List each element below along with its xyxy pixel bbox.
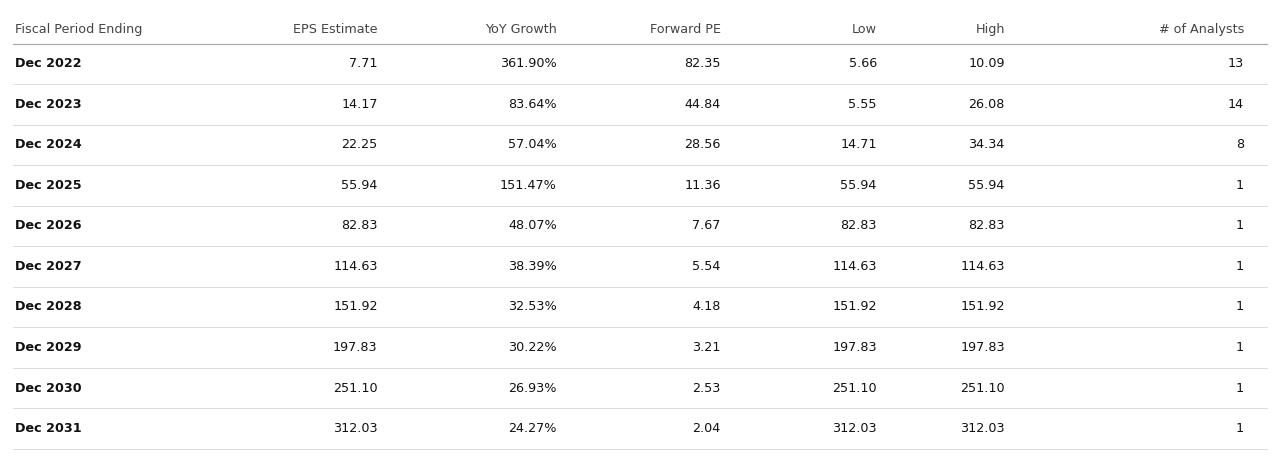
Text: 14.17: 14.17 <box>340 98 378 111</box>
Text: 1: 1 <box>1236 260 1244 273</box>
Text: 10.09: 10.09 <box>968 57 1005 70</box>
Text: 28.56: 28.56 <box>685 138 721 151</box>
Text: 151.92: 151.92 <box>960 300 1005 313</box>
Text: 2.04: 2.04 <box>692 422 721 435</box>
Text: 55.94: 55.94 <box>841 179 877 192</box>
Text: 197.83: 197.83 <box>832 341 877 354</box>
Text: Low: Low <box>851 23 877 36</box>
Text: Fiscal Period Ending: Fiscal Period Ending <box>15 23 143 36</box>
Text: Dec 2029: Dec 2029 <box>15 341 82 354</box>
Text: 1: 1 <box>1236 422 1244 435</box>
Text: 7.67: 7.67 <box>692 219 721 232</box>
Text: 14.71: 14.71 <box>840 138 877 151</box>
Text: 30.22%: 30.22% <box>508 341 557 354</box>
Text: 7.71: 7.71 <box>349 57 378 70</box>
Text: 14: 14 <box>1228 98 1244 111</box>
Text: 1: 1 <box>1236 219 1244 232</box>
Text: 151.47%: 151.47% <box>500 179 557 192</box>
Text: 55.94: 55.94 <box>969 179 1005 192</box>
Text: Dec 2030: Dec 2030 <box>15 382 82 394</box>
Text: 55.94: 55.94 <box>342 179 378 192</box>
Text: 44.84: 44.84 <box>685 98 721 111</box>
Text: 11.36: 11.36 <box>684 179 721 192</box>
Text: 1: 1 <box>1236 300 1244 313</box>
Text: 197.83: 197.83 <box>333 341 378 354</box>
Text: Forward PE: Forward PE <box>650 23 721 36</box>
Text: 82.83: 82.83 <box>968 219 1005 232</box>
Text: 114.63: 114.63 <box>960 260 1005 273</box>
Text: 82.83: 82.83 <box>340 219 378 232</box>
Text: 114.63: 114.63 <box>832 260 877 273</box>
Text: 82.83: 82.83 <box>840 219 877 232</box>
Text: 5.55: 5.55 <box>849 98 877 111</box>
Text: 57.04%: 57.04% <box>508 138 557 151</box>
Text: 83.64%: 83.64% <box>508 98 557 111</box>
Text: Dec 2026: Dec 2026 <box>15 219 82 232</box>
Text: 312.03: 312.03 <box>960 422 1005 435</box>
Text: 22.25: 22.25 <box>342 138 378 151</box>
Text: Dec 2023: Dec 2023 <box>15 98 82 111</box>
Text: 38.39%: 38.39% <box>508 260 557 273</box>
Text: 26.93%: 26.93% <box>508 382 557 394</box>
Text: Dec 2024: Dec 2024 <box>15 138 82 151</box>
Text: 251.10: 251.10 <box>333 382 378 394</box>
Text: Dec 2028: Dec 2028 <box>15 300 82 313</box>
Text: YoY Growth: YoY Growth <box>485 23 557 36</box>
Text: 1: 1 <box>1236 179 1244 192</box>
Text: 26.08: 26.08 <box>969 98 1005 111</box>
Text: Dec 2031: Dec 2031 <box>15 422 82 435</box>
Text: 32.53%: 32.53% <box>508 300 557 313</box>
Text: 2.53: 2.53 <box>692 382 721 394</box>
Text: 24.27%: 24.27% <box>508 422 557 435</box>
Text: 1: 1 <box>1236 341 1244 354</box>
Text: 312.03: 312.03 <box>832 422 877 435</box>
Text: 5.54: 5.54 <box>692 260 721 273</box>
Text: Dec 2022: Dec 2022 <box>15 57 82 70</box>
Text: 4.18: 4.18 <box>692 300 721 313</box>
Text: 151.92: 151.92 <box>832 300 877 313</box>
Text: Dec 2025: Dec 2025 <box>15 179 82 192</box>
Text: 13: 13 <box>1228 57 1244 70</box>
Text: 251.10: 251.10 <box>960 382 1005 394</box>
Text: 34.34: 34.34 <box>969 138 1005 151</box>
Text: 114.63: 114.63 <box>333 260 378 273</box>
Text: 8: 8 <box>1236 138 1244 151</box>
Text: 82.35: 82.35 <box>684 57 721 70</box>
Text: 151.92: 151.92 <box>333 300 378 313</box>
Text: 251.10: 251.10 <box>832 382 877 394</box>
Text: 1: 1 <box>1236 382 1244 394</box>
Text: Dec 2027: Dec 2027 <box>15 260 82 273</box>
Text: 3.21: 3.21 <box>692 341 721 354</box>
Text: 312.03: 312.03 <box>333 422 378 435</box>
Text: 5.66: 5.66 <box>849 57 877 70</box>
Text: # of Analysts: # of Analysts <box>1158 23 1244 36</box>
Text: 361.90%: 361.90% <box>500 57 557 70</box>
Text: 197.83: 197.83 <box>960 341 1005 354</box>
Text: High: High <box>975 23 1005 36</box>
Text: EPS Estimate: EPS Estimate <box>293 23 378 36</box>
Text: 48.07%: 48.07% <box>508 219 557 232</box>
